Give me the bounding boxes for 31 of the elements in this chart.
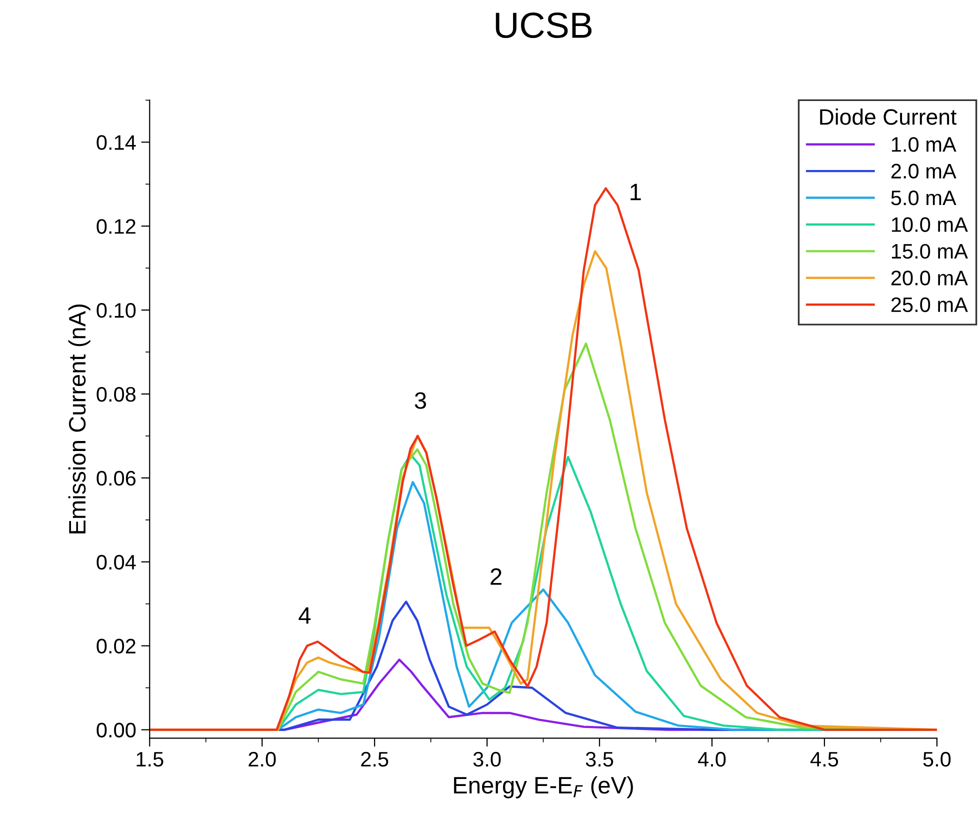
legend-label: 5.0 mA <box>891 190 956 206</box>
y-tick-label: 0.02 <box>96 638 136 654</box>
legend-label: 2.0 mA <box>891 164 956 179</box>
legend-label: 10.0 mA <box>892 217 968 232</box>
legend-label: 1.0 mA <box>892 137 956 152</box>
chart-title: UCSB <box>496 12 592 38</box>
y-tick-label: 0.00 <box>96 722 136 738</box>
x-tick-label: 1.5 <box>136 752 164 767</box>
y-tick-label: 0.12 <box>96 219 136 234</box>
legend-label: 25.0 mA <box>891 297 968 312</box>
x-tick-label: 3.5 <box>586 752 614 767</box>
y-tick-label: 0.04 <box>96 554 136 570</box>
annotation: 1 <box>630 184 641 200</box>
y-axis-title: Emission Current (nA) <box>68 304 90 534</box>
annotation: 2 <box>490 568 502 585</box>
legend-label: 20.0 mA <box>891 270 968 286</box>
legend-title: Diode Current <box>820 108 957 125</box>
x-tick-label: 4.0 <box>698 752 726 767</box>
y-tick-label: 0.10 <box>96 303 136 318</box>
y-tick-label: 0.08 <box>96 386 136 402</box>
annotation: 4 <box>298 607 311 624</box>
y-tick-label: 0.06 <box>96 470 136 486</box>
x-tick-label: 4.5 <box>810 752 838 767</box>
x-tick-label: 2.0 <box>248 752 276 767</box>
x-tick-label: 2.5 <box>361 752 388 767</box>
legend-label: 15.0 mA <box>892 244 968 259</box>
x-axis-title: Energy E-E$_{F}$ (eV) <box>454 776 633 798</box>
y-tick-label: 0.14 <box>96 135 136 150</box>
annotation: 3 <box>414 392 426 409</box>
x-tick-label: 5.0 <box>923 752 951 767</box>
x-tick-label: 3.0 <box>473 752 501 767</box>
